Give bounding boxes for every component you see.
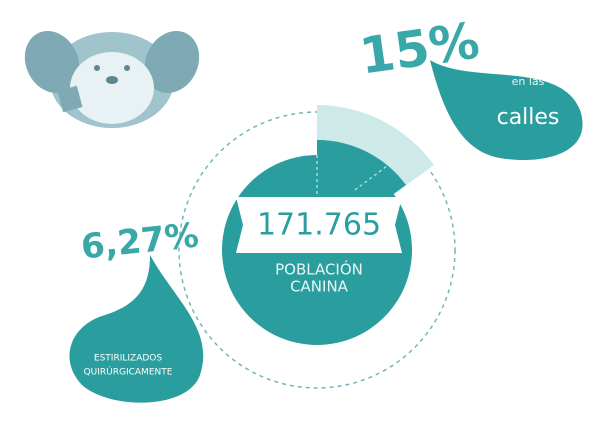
street-label: en las: [512, 75, 545, 88]
infographic: 171.765 POBLACIÓN CANINA 15% en las call…: [0, 0, 600, 423]
population-label: CANINA: [290, 278, 349, 296]
sterilized-label: ESTIRILIZADOS: [94, 354, 162, 364]
sterilized-drop: [69, 255, 203, 403]
dog-nose: [106, 76, 118, 84]
dog-eye: [124, 65, 130, 71]
sterilized-percent: 6,27%: [79, 215, 201, 267]
page: 171.765 POBLACIÓN CANINA 15% en las call…: [0, 0, 600, 423]
dog-face: [70, 52, 154, 124]
dog-icon: [15, 22, 209, 128]
street-label: calles: [497, 105, 560, 130]
population-value: 171.765: [257, 208, 381, 243]
population-label: POBLACIÓN: [275, 260, 363, 279]
sterilized-label: QUIRÚRGICAMENTE: [84, 366, 173, 378]
dog-eye: [94, 65, 100, 71]
